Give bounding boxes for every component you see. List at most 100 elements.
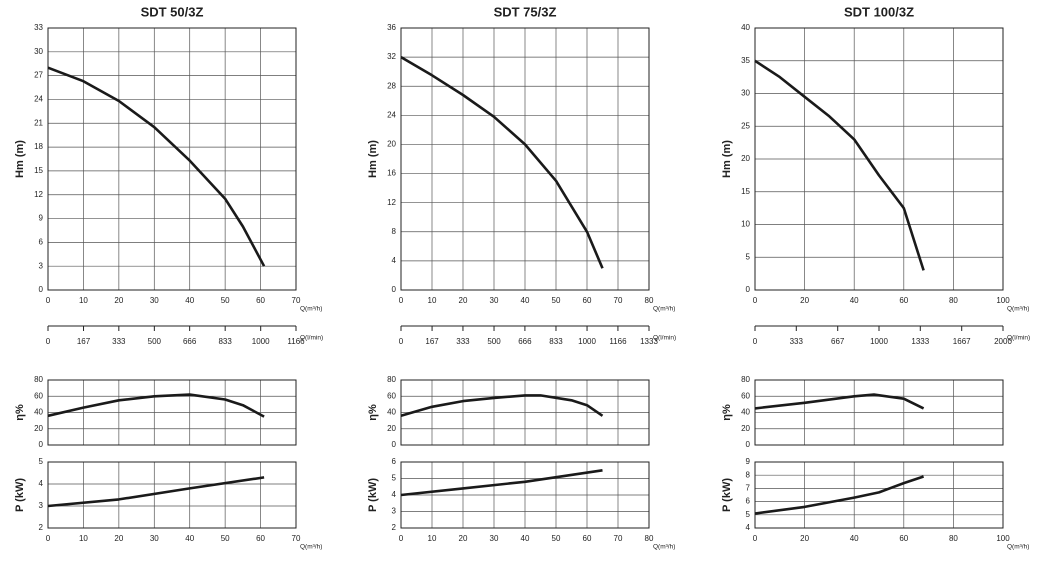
curve: [400, 55, 604, 269]
x2-axis-label: Q(l/min): [1007, 335, 1030, 342]
y-tick-label: 5: [746, 510, 751, 519]
y-axis-label: Hm (m): [367, 140, 379, 178]
x2-axis-label: Q(l/min): [300, 335, 323, 342]
x-tick-label: 50: [221, 296, 230, 305]
y-tick-label: 0: [746, 440, 751, 449]
x-tick-label: 20: [114, 296, 123, 305]
x2-tick-label: 167: [425, 337, 439, 346]
x2-tick-label: 0: [753, 337, 758, 346]
y-tick-label: 80: [741, 375, 750, 384]
y-tick-label: 15: [741, 187, 750, 196]
x-axis-label: Q(m³/h): [300, 544, 322, 551]
y-tick-label: 4: [392, 490, 397, 499]
y-tick-label: 20: [741, 424, 750, 433]
y-tick-label: 18: [34, 142, 43, 151]
x-tick-label: 80: [949, 534, 958, 543]
x-tick-label: 20: [459, 534, 468, 543]
x-tick-label: 60: [256, 534, 265, 543]
x-tick-label: 20: [800, 296, 809, 305]
x2-tick-label: 1000: [870, 337, 888, 346]
y-tick-label: 0: [746, 285, 751, 294]
x-tick-label: 40: [850, 296, 859, 305]
x-tick-label: 80: [645, 534, 654, 543]
y-tick-label: 27: [34, 71, 43, 80]
y-axis-label: Hm (m): [14, 140, 26, 178]
y-tick-label: 40: [741, 23, 750, 32]
y-tick-label: 5: [392, 474, 397, 483]
y-tick-label: 2: [39, 523, 44, 532]
x2-tick-label: 1166: [287, 337, 305, 346]
x-tick-label: 0: [399, 296, 404, 305]
y-tick-label: 16: [387, 169, 396, 178]
x-axis-label: Q(m³/h): [653, 544, 675, 551]
y-tick-label: 60: [34, 391, 43, 400]
x-tick-label: 70: [614, 534, 623, 543]
x-tick-label: 30: [150, 296, 159, 305]
y-tick-label: 0: [39, 285, 44, 294]
plot-frame: [47, 27, 297, 291]
y-tick-label: 20: [34, 424, 43, 433]
x2-tick-label: 0: [399, 337, 404, 346]
x2-tick-label: 1000: [252, 337, 270, 346]
curve: [47, 393, 265, 418]
x-tick-label: 100: [996, 534, 1010, 543]
y-tick-label: 15: [34, 166, 43, 175]
y-tick-label: 40: [387, 408, 396, 417]
y-tick-label: 0: [392, 440, 397, 449]
x2-axis-label: Q(l/min): [653, 335, 676, 342]
y-tick-label: 3: [392, 507, 397, 516]
y-tick-label: 6: [39, 237, 44, 246]
x-tick-label: 70: [292, 534, 301, 543]
x-tick-label: 0: [753, 296, 758, 305]
chart-title: SDT 100/3Z: [844, 4, 914, 19]
y-tick-label: 24: [387, 110, 396, 119]
y-tick-label: 3: [39, 501, 44, 510]
x-tick-label: 40: [185, 534, 194, 543]
x-tick-label: 50: [552, 296, 561, 305]
x-tick-label: 40: [521, 296, 530, 305]
y-tick-label: 9: [746, 457, 751, 466]
y-axis-label: η%: [14, 404, 26, 421]
x-tick-label: 40: [521, 534, 530, 543]
x-tick-label: 0: [753, 534, 758, 543]
y-tick-label: 80: [34, 375, 43, 384]
y-tick-label: 12: [387, 198, 396, 207]
x-tick-label: 60: [583, 534, 592, 543]
y-tick-label: 8: [392, 227, 397, 236]
y-tick-label: 5: [39, 457, 44, 466]
y-axis-label: Hm (m): [721, 140, 733, 178]
y-tick-label: 40: [34, 408, 43, 417]
y-tick-label: 30: [741, 89, 750, 98]
y-tick-label: 60: [387, 391, 396, 400]
y-tick-label: 24: [34, 95, 43, 104]
x2-tick-label: 666: [518, 337, 532, 346]
y-tick-label: 20: [741, 154, 750, 163]
x-tick-label: 40: [850, 534, 859, 543]
y-tick-label: 32: [387, 52, 396, 61]
x2-tick-label: 1166: [609, 337, 627, 346]
x-tick-label: 70: [292, 296, 301, 305]
x2-tick-label: 333: [112, 337, 126, 346]
x-axis-label: Q(m³/h): [1007, 544, 1029, 551]
y-tick-label: 9: [39, 214, 44, 223]
y-axis-label: η%: [367, 404, 379, 421]
x-tick-label: 10: [428, 534, 437, 543]
y-tick-label: 6: [746, 497, 751, 506]
curve: [400, 469, 603, 497]
curve: [754, 475, 925, 515]
y-axis-label: P (kW): [367, 478, 379, 512]
curve: [400, 394, 604, 418]
curve: [47, 66, 266, 267]
x2-tick-label: 1333: [911, 337, 929, 346]
x-tick-label: 60: [583, 296, 592, 305]
x2-tick-label: 333: [790, 337, 804, 346]
y-tick-label: 6: [392, 457, 397, 466]
x-axis-label: Q(m³/h): [300, 306, 322, 313]
x2-tick-label: 1000: [578, 337, 596, 346]
x2-tick-label: 833: [549, 337, 563, 346]
x2-tick-label: 2000: [994, 337, 1012, 346]
x-tick-label: 20: [800, 534, 809, 543]
x2-tick-label: 500: [487, 337, 501, 346]
plot-frame: [754, 27, 1004, 291]
y-tick-label: 25: [741, 121, 750, 130]
